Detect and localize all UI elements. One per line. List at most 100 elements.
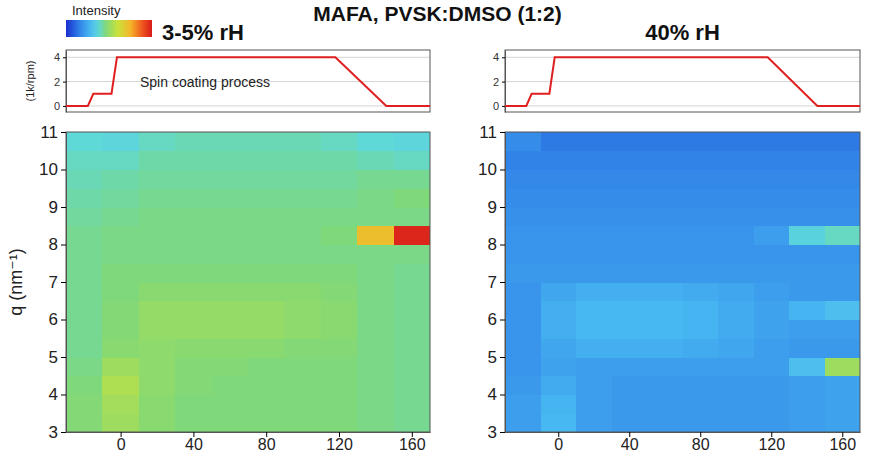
- x-axis-tick-label: 120: [758, 436, 785, 453]
- heatmap-cell: [248, 170, 285, 189]
- heatmap-cell: [102, 132, 139, 151]
- heatmap-cell: [66, 226, 103, 245]
- heatmap-cell: [284, 188, 321, 207]
- profile-y-axis-tick-label: 0: [54, 100, 60, 112]
- heatmap-cell: [576, 301, 612, 320]
- heatmap-cell: [394, 282, 430, 301]
- y-axis-tick-label: 9: [488, 198, 497, 217]
- heatmap-cell: [248, 226, 285, 245]
- heatmap-cell: [102, 188, 139, 207]
- heatmap-cell: [321, 245, 358, 264]
- heatmap-cell: [357, 151, 394, 170]
- y-axis: 34567891011: [39, 123, 66, 442]
- heatmap-cell: [754, 395, 790, 414]
- heatmap-cell: [66, 263, 103, 282]
- heatmap-cell: [66, 282, 103, 301]
- heatmap-cell: [212, 301, 249, 320]
- grid-line: [66, 105, 430, 106]
- profile-y-axis-tick-mark: [63, 82, 66, 83]
- y-axis-tick-label: 10: [39, 160, 58, 179]
- heatmap-cell: [647, 188, 683, 207]
- heatmap-cell: [718, 338, 754, 357]
- profile-y-axis-tick-label: 4: [493, 51, 499, 63]
- heatmap-cell: [647, 245, 683, 264]
- heatmap-cell: [505, 151, 541, 170]
- heatmap-cell: [789, 320, 825, 339]
- heatmap-cell: [825, 338, 861, 357]
- heatmap-cell: [789, 132, 825, 151]
- heatmap-cell: [248, 151, 285, 170]
- heatmap-cell: [102, 245, 139, 264]
- heatmap-cell: [284, 207, 321, 226]
- heatmap-cell: [284, 132, 321, 151]
- heatmap-cell: [789, 413, 825, 432]
- y-axis-tick-mark: [500, 357, 505, 358]
- heatmap-cell: [612, 413, 648, 432]
- heatmap-cell: [718, 245, 754, 264]
- heatmap-cell: [576, 357, 612, 376]
- heatmap-cell: [541, 301, 577, 320]
- y-axis-tick-mark: [61, 395, 66, 396]
- heatmap-cell: [825, 263, 861, 282]
- heatmap-cell: [541, 282, 577, 301]
- axis-title: (1k/rpm): [24, 61, 36, 102]
- heatmap-cell: [139, 395, 176, 414]
- heatmap-cell: [647, 320, 683, 339]
- heatmap-cell: [357, 357, 394, 376]
- heatmap-cell: [139, 170, 176, 189]
- heatmap-cell: [357, 395, 394, 414]
- heatmap-cell: [321, 395, 358, 414]
- profile-y-axis-tick-label: 2: [493, 76, 499, 88]
- heatmap-cell: [394, 263, 430, 282]
- y-axis-tick: 11: [479, 123, 505, 142]
- profile-y-axis: 024: [493, 51, 506, 113]
- heatmap-cell: [541, 132, 577, 151]
- heatmap-cell: [321, 132, 358, 151]
- heatmap-cell: [248, 338, 285, 357]
- heatmap-cell: [321, 282, 358, 301]
- profile-y-axis-tick-label: 2: [54, 76, 60, 88]
- heatmap-cell: [505, 376, 541, 395]
- heatmap-cell: [321, 320, 358, 339]
- heatmap-cell: [683, 413, 719, 432]
- heatmap-cell: [647, 207, 683, 226]
- heatmap-cell: [825, 282, 861, 301]
- y-axis-tick-mark: [61, 282, 66, 283]
- heatmap-cell: [576, 263, 612, 282]
- y-axis-tick: 7: [49, 273, 66, 292]
- y-axis-tick-mark: [61, 132, 66, 133]
- heatmap-cell: [576, 132, 612, 151]
- y-axis-tick-label: 10: [478, 160, 497, 179]
- profile-y-axis: 024: [54, 51, 67, 113]
- heatmap-cell: [394, 245, 430, 264]
- y-axis-tick: 5: [49, 348, 66, 367]
- heatmap-cell: [394, 207, 430, 226]
- heatmap-cell: [647, 170, 683, 189]
- heatmap-cell: [647, 376, 683, 395]
- profile-y-axis-tick-mark: [63, 57, 66, 58]
- x-axis: 04080120160: [67, 432, 431, 453]
- heatmap-cell: [357, 282, 394, 301]
- heatmap-cell: [175, 151, 212, 170]
- heatmap-cell: [647, 263, 683, 282]
- heatmap-cell: [102, 413, 139, 432]
- heatmap-cell: [505, 282, 541, 301]
- heatmap-cell: [576, 207, 612, 226]
- heatmap-cell: [284, 320, 321, 339]
- heatmap-cell: [718, 263, 754, 282]
- heatmap-cell: [394, 226, 430, 245]
- heatmap-cell: [541, 320, 577, 339]
- y-axis-tick: 6: [488, 310, 505, 329]
- heatmap-cell: [212, 282, 249, 301]
- heatmap-cell: [541, 376, 577, 395]
- heatmap-cell: [505, 301, 541, 320]
- heatmap-cell: [825, 395, 861, 414]
- heatmap-cell: [284, 282, 321, 301]
- y-axis-tick-mark: [500, 132, 505, 133]
- heatmap-cell: [718, 376, 754, 395]
- heatmap-cell: [789, 226, 825, 245]
- heatmap-cell: [541, 245, 577, 264]
- x-axis-tick-label: 40: [621, 436, 639, 453]
- heatmap-cell: [248, 132, 285, 151]
- y-axis-tick-mark: [500, 395, 505, 396]
